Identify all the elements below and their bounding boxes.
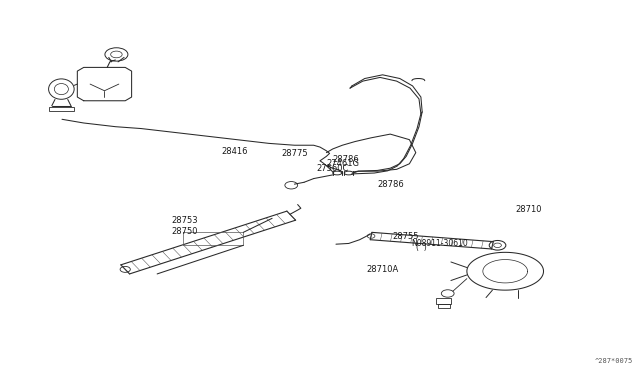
Text: 28755: 28755 xyxy=(392,232,419,241)
Text: 28710: 28710 xyxy=(515,205,542,214)
Text: N08911-30610: N08911-30610 xyxy=(412,238,468,248)
Text: 28710A: 28710A xyxy=(366,264,398,273)
Text: ^287*0075: ^287*0075 xyxy=(595,358,633,364)
Text: 28750: 28750 xyxy=(172,227,198,236)
Text: (  ): ( ) xyxy=(416,243,426,253)
Text: 28775: 28775 xyxy=(282,149,308,158)
Text: 28786: 28786 xyxy=(333,155,360,164)
Text: 28786: 28786 xyxy=(378,180,404,189)
Text: 27560C: 27560C xyxy=(317,164,349,173)
Text: 28753: 28753 xyxy=(172,217,198,225)
Text: 27461G: 27461G xyxy=(326,159,360,168)
Text: 28416: 28416 xyxy=(221,147,248,156)
